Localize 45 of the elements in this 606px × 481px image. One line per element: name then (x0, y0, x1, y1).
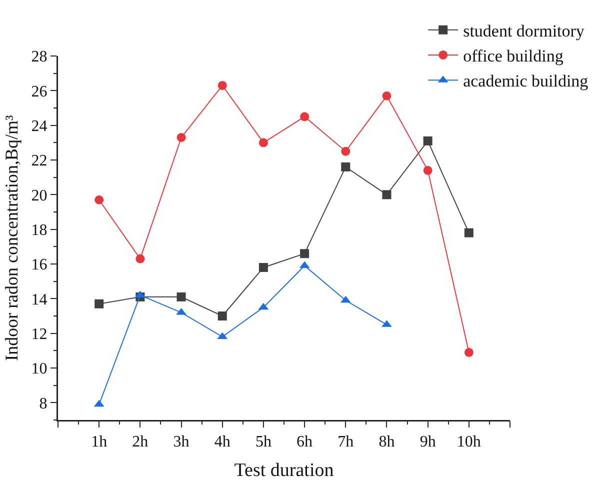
point (464, 228, 474, 238)
x-tick-label: 7h (338, 434, 354, 451)
point (258, 138, 268, 148)
x-tick-label: 8h (378, 434, 395, 451)
point (176, 292, 186, 302)
x-tick-label: 6h (296, 434, 313, 451)
y-tick-label: 16 (31, 256, 48, 274)
y-tick-label: 24 (31, 118, 48, 135)
point (423, 166, 432, 175)
x-tick-label: 4h (214, 434, 230, 451)
legend-label: student dormitory (463, 22, 585, 40)
point (341, 162, 350, 172)
y-tick-label: 26 (31, 83, 48, 100)
point (382, 190, 392, 200)
point (258, 262, 268, 272)
point (136, 254, 145, 264)
point (464, 348, 474, 357)
point (176, 132, 186, 142)
x-tick-label: 5h (255, 434, 272, 451)
x-axis-title: Test duration (234, 460, 334, 481)
y-tick-label: 18 (31, 222, 48, 239)
point (300, 112, 310, 122)
y-tick-label: 14 (31, 291, 48, 308)
x-tick-label: 3h (173, 434, 190, 451)
point (218, 312, 227, 320)
y-tick-label: 28 (31, 48, 48, 66)
y-tick-label: 22 (31, 152, 48, 170)
point (423, 136, 432, 146)
x-tick-label: 2h (132, 434, 148, 451)
x-tick-label: 9h (420, 434, 436, 451)
x-tick-label: 10h (456, 434, 481, 451)
y-tick-label: 12 (31, 326, 48, 343)
x-tick-label: 1h (91, 434, 108, 451)
point (300, 249, 310, 258)
point (94, 195, 104, 204)
point (382, 91, 392, 100)
point (341, 146, 350, 156)
point (94, 299, 104, 308)
legend-label: office building (463, 46, 564, 66)
y-tick-label: 20 (31, 187, 48, 204)
y-axis-title: Indoor radon concentration,Bq/m³ (2, 114, 22, 361)
y-tick-label: 8 (39, 395, 48, 412)
y-tick-label: 10 (31, 360, 48, 378)
legend-label: academic building (463, 72, 589, 91)
point (218, 80, 227, 90)
